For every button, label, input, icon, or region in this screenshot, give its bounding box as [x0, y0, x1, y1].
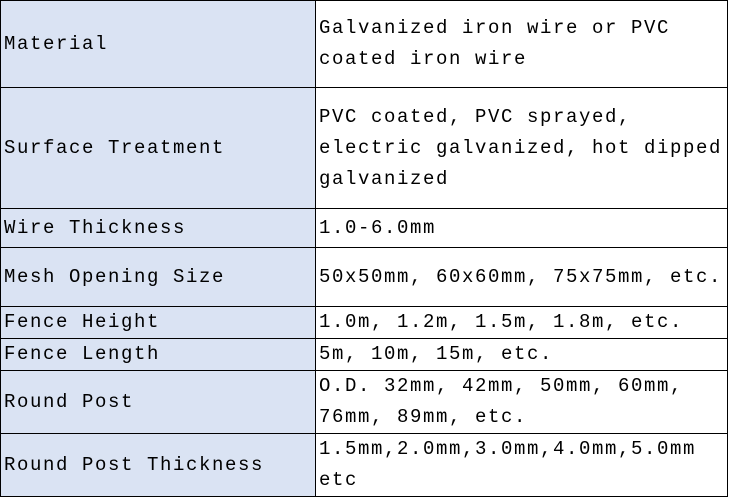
- row-value: O.D. 32mm, 42mm, 50mm, 60mm, 76mm, 89mm,…: [315, 370, 728, 434]
- row-value: Galvanized iron wire or PVC coated iron …: [315, 0, 728, 88]
- table-row: Round Post O.D. 32mm, 42mm, 50mm, 60mm, 7…: [0, 370, 728, 434]
- table-row: Round Post Thickness 1.5mm,2.0mm,3.0mm,4.…: [0, 433, 728, 497]
- row-label: Round Post: [0, 370, 316, 434]
- table-row: Fence Height 1.0m, 1.2m, 1.5m, 1.8m, etc.: [0, 306, 728, 339]
- row-value: 1.0m, 1.2m, 1.5m, 1.8m, etc.: [315, 306, 728, 339]
- table-row: Material Galvanized iron wire or PVC coat…: [0, 0, 728, 88]
- row-label: Material: [0, 0, 316, 88]
- table-row: Surface Treatment PVC coated, PVC sprayed…: [0, 87, 728, 209]
- row-value: 50x50mm, 60x60mm, 75x75mm, etc.: [315, 247, 728, 307]
- row-value: 5m, 10m, 15m, etc.: [315, 338, 728, 371]
- table-row: Mesh Opening Size 50x50mm, 60x60mm, 75x75…: [0, 247, 728, 307]
- row-label: Mesh Opening Size: [0, 247, 316, 307]
- row-label: Fence Length: [0, 338, 316, 371]
- row-label: Round Post Thickness: [0, 433, 316, 497]
- row-label: Wire Thickness: [0, 208, 316, 248]
- table-row: Wire Thickness 1.0-6.0mm: [0, 208, 728, 248]
- row-label: Surface Treatment: [0, 87, 316, 209]
- row-value: 1.0-6.0mm: [315, 208, 728, 248]
- row-value: 1.5mm,2.0mm,3.0mm,4.0mm,5.0mm etc: [315, 433, 728, 497]
- row-label: Fence Height: [0, 306, 316, 339]
- row-value: PVC coated, PVC sprayed, electric galvan…: [315, 87, 728, 209]
- table-row: Fence Length 5m, 10m, 15m, etc.: [0, 338, 728, 371]
